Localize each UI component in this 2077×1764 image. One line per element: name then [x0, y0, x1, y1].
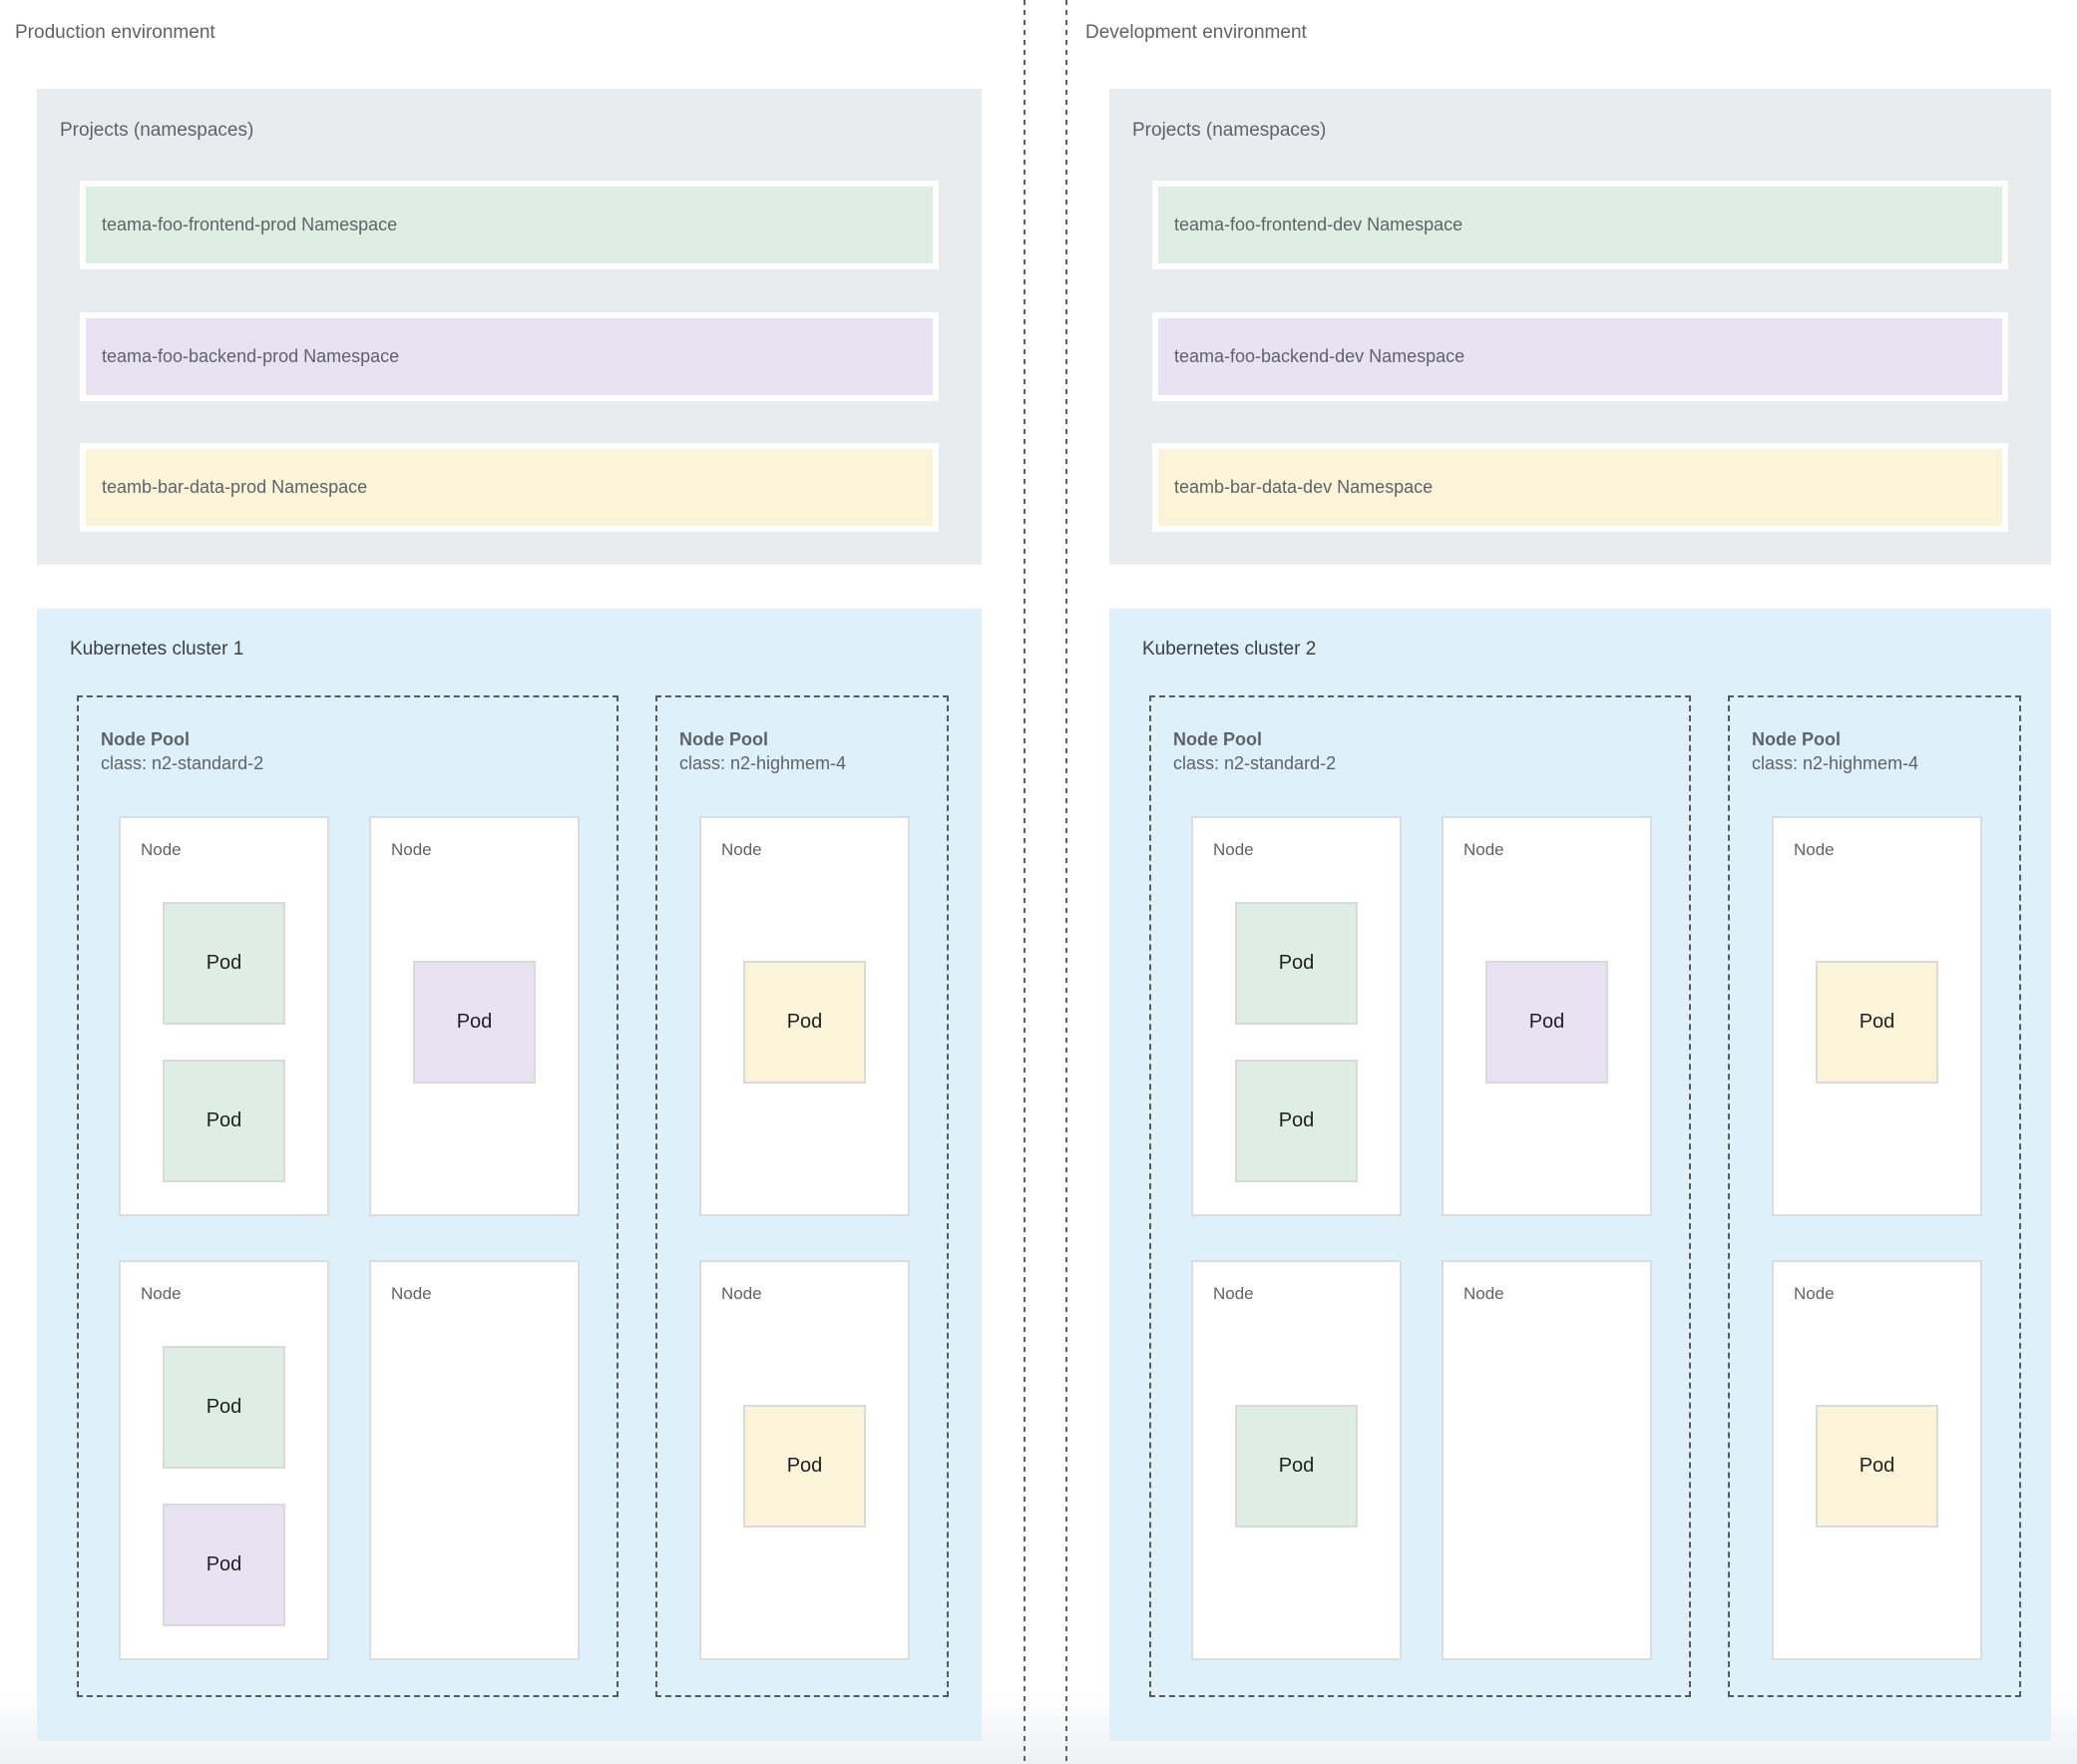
node-pool-header: Node Pool class: n2-highmem-4	[679, 727, 846, 775]
pod-label: Pod	[456, 1011, 493, 1033]
projects-title: Projects (namespaces)	[1132, 120, 1327, 141]
node-pool-class: class: n2-highmem-4	[679, 753, 847, 773]
pod: Pod	[743, 961, 866, 1084]
environment-label: Production environment	[15, 22, 215, 43]
node-pool: Node Pool class: n2-highmem-4 Node Pod N…	[655, 695, 949, 1697]
pod: Pod	[163, 1060, 285, 1182]
pod: Pod	[743, 1405, 866, 1528]
node: Node Pod	[699, 816, 910, 1216]
production-environment-section: Production environment Projects (namespa…	[15, 0, 982, 1764]
node-label: Node	[721, 1284, 762, 1303]
node-pool-class: class: n2-standard-2	[1173, 753, 1337, 773]
development-environment-section: Development environment Projects (namesp…	[1085, 0, 2051, 1764]
pod: Pod	[163, 1346, 285, 1469]
namespace-bar: teamb-bar-data-prod Namespace	[80, 443, 939, 532]
pod-label: Pod	[206, 1553, 242, 1575]
node: Node Pod Pod	[119, 816, 329, 1216]
node: Node Pod Pod	[119, 1260, 329, 1660]
node-label: Node	[1463, 1284, 1504, 1303]
pod-label: Pod	[786, 1011, 823, 1033]
node-label: Node	[391, 840, 432, 859]
pod-label: Pod	[206, 1109, 242, 1131]
node-pool: Node Pool class: n2-highmem-4 Node Pod N…	[1728, 695, 2021, 1697]
pod-label: Pod	[1278, 1455, 1315, 1477]
node-pool-title: Node Pool	[679, 729, 768, 749]
cluster-title: Kubernetes cluster 1	[70, 639, 244, 660]
pod: Pod	[1235, 1060, 1358, 1182]
node-pool-class: class: n2-standard-2	[101, 753, 264, 773]
node: Node Pod	[1191, 1260, 1402, 1660]
pod: Pod	[163, 1504, 285, 1626]
pod: Pod	[1485, 961, 1608, 1084]
kubernetes-cluster-box: Kubernetes cluster 2 Node Pool class: n2…	[1109, 609, 2051, 1741]
environment-divider-line	[1024, 0, 1026, 1764]
pod-label: Pod	[1528, 1011, 1565, 1033]
node-pool-title: Node Pool	[1173, 729, 1262, 749]
node: Node Pod	[699, 1260, 910, 1660]
namespace-label: teamb-bar-data-prod Namespace	[102, 477, 368, 497]
node: Node Pod	[1442, 816, 1652, 1216]
pod-label: Pod	[786, 1455, 823, 1477]
node: Node	[1442, 1260, 1652, 1660]
pod: Pod	[413, 961, 536, 1084]
node-pool: Node Pool class: n2-standard-2 Node Pod …	[1149, 695, 1691, 1697]
pod-label: Pod	[1278, 952, 1315, 974]
node: Node Pod	[369, 816, 580, 1216]
node-label: Node	[391, 1284, 432, 1303]
node: Node	[369, 1260, 580, 1660]
node: Node Pod	[1772, 816, 1982, 1216]
projects-namespaces-box: Projects (namespaces) teama-foo-frontend…	[37, 89, 982, 565]
pod: Pod	[1235, 1405, 1358, 1528]
node-pool-title: Node Pool	[101, 729, 190, 749]
pod-label: Pod	[206, 1396, 242, 1418]
projects-namespaces-box: Projects (namespaces) teama-foo-frontend…	[1109, 89, 2051, 565]
node-pool-header: Node Pool class: n2-standard-2	[1173, 727, 1336, 775]
node-label: Node	[141, 1284, 182, 1303]
namespace-label: teama-foo-backend-prod Namespace	[102, 346, 400, 366]
environment-label: Development environment	[1085, 22, 1307, 43]
namespace-bar: teamb-bar-data-dev Namespace	[1152, 443, 2008, 532]
node-pool-header: Node Pool class: n2-standard-2	[101, 727, 263, 775]
node: Node Pod Pod	[1191, 816, 1402, 1216]
node: Node Pod	[1772, 1260, 1982, 1660]
kubernetes-cluster-box: Kubernetes cluster 1 Node Pool class: n2…	[37, 609, 982, 1741]
node-label: Node	[141, 840, 182, 859]
namespace-bar: teama-foo-backend-prod Namespace	[80, 312, 939, 401]
namespace-label: teama-foo-backend-dev Namespace	[1174, 346, 1465, 366]
node-label: Node	[1463, 840, 1504, 859]
namespace-bar: teama-foo-backend-dev Namespace	[1152, 312, 2008, 401]
namespace-label: teamb-bar-data-dev Namespace	[1174, 477, 1434, 497]
pod: Pod	[1816, 961, 1938, 1084]
pod-label: Pod	[1278, 1109, 1315, 1131]
node-label: Node	[1794, 1284, 1835, 1303]
node-pool-header: Node Pool class: n2-highmem-4	[1752, 727, 1918, 775]
pod: Pod	[1816, 1405, 1938, 1528]
namespace-label: teama-foo-frontend-prod Namespace	[102, 215, 398, 234]
pod: Pod	[1235, 902, 1358, 1025]
pod-label: Pod	[1859, 1455, 1895, 1477]
node-label: Node	[1794, 840, 1835, 859]
node-pool-title: Node Pool	[1752, 729, 1841, 749]
cluster-title: Kubernetes cluster 2	[1142, 639, 1317, 660]
pod-label: Pod	[206, 952, 242, 974]
namespace-bar: teama-foo-frontend-prod Namespace	[80, 181, 939, 269]
node-label: Node	[721, 840, 762, 859]
node-pool-class: class: n2-highmem-4	[1752, 753, 1919, 773]
namespace-bar: teama-foo-frontend-dev Namespace	[1152, 181, 2008, 269]
node-pool: Node Pool class: n2-standard-2 Node Pod …	[77, 695, 619, 1697]
node-label: Node	[1213, 840, 1254, 859]
pod: Pod	[163, 902, 285, 1025]
namespace-label: teama-foo-frontend-dev Namespace	[1174, 215, 1463, 234]
node-label: Node	[1213, 1284, 1254, 1303]
environment-divider-line	[1065, 0, 1067, 1764]
projects-title: Projects (namespaces)	[60, 120, 254, 141]
pod-label: Pod	[1859, 1011, 1895, 1033]
